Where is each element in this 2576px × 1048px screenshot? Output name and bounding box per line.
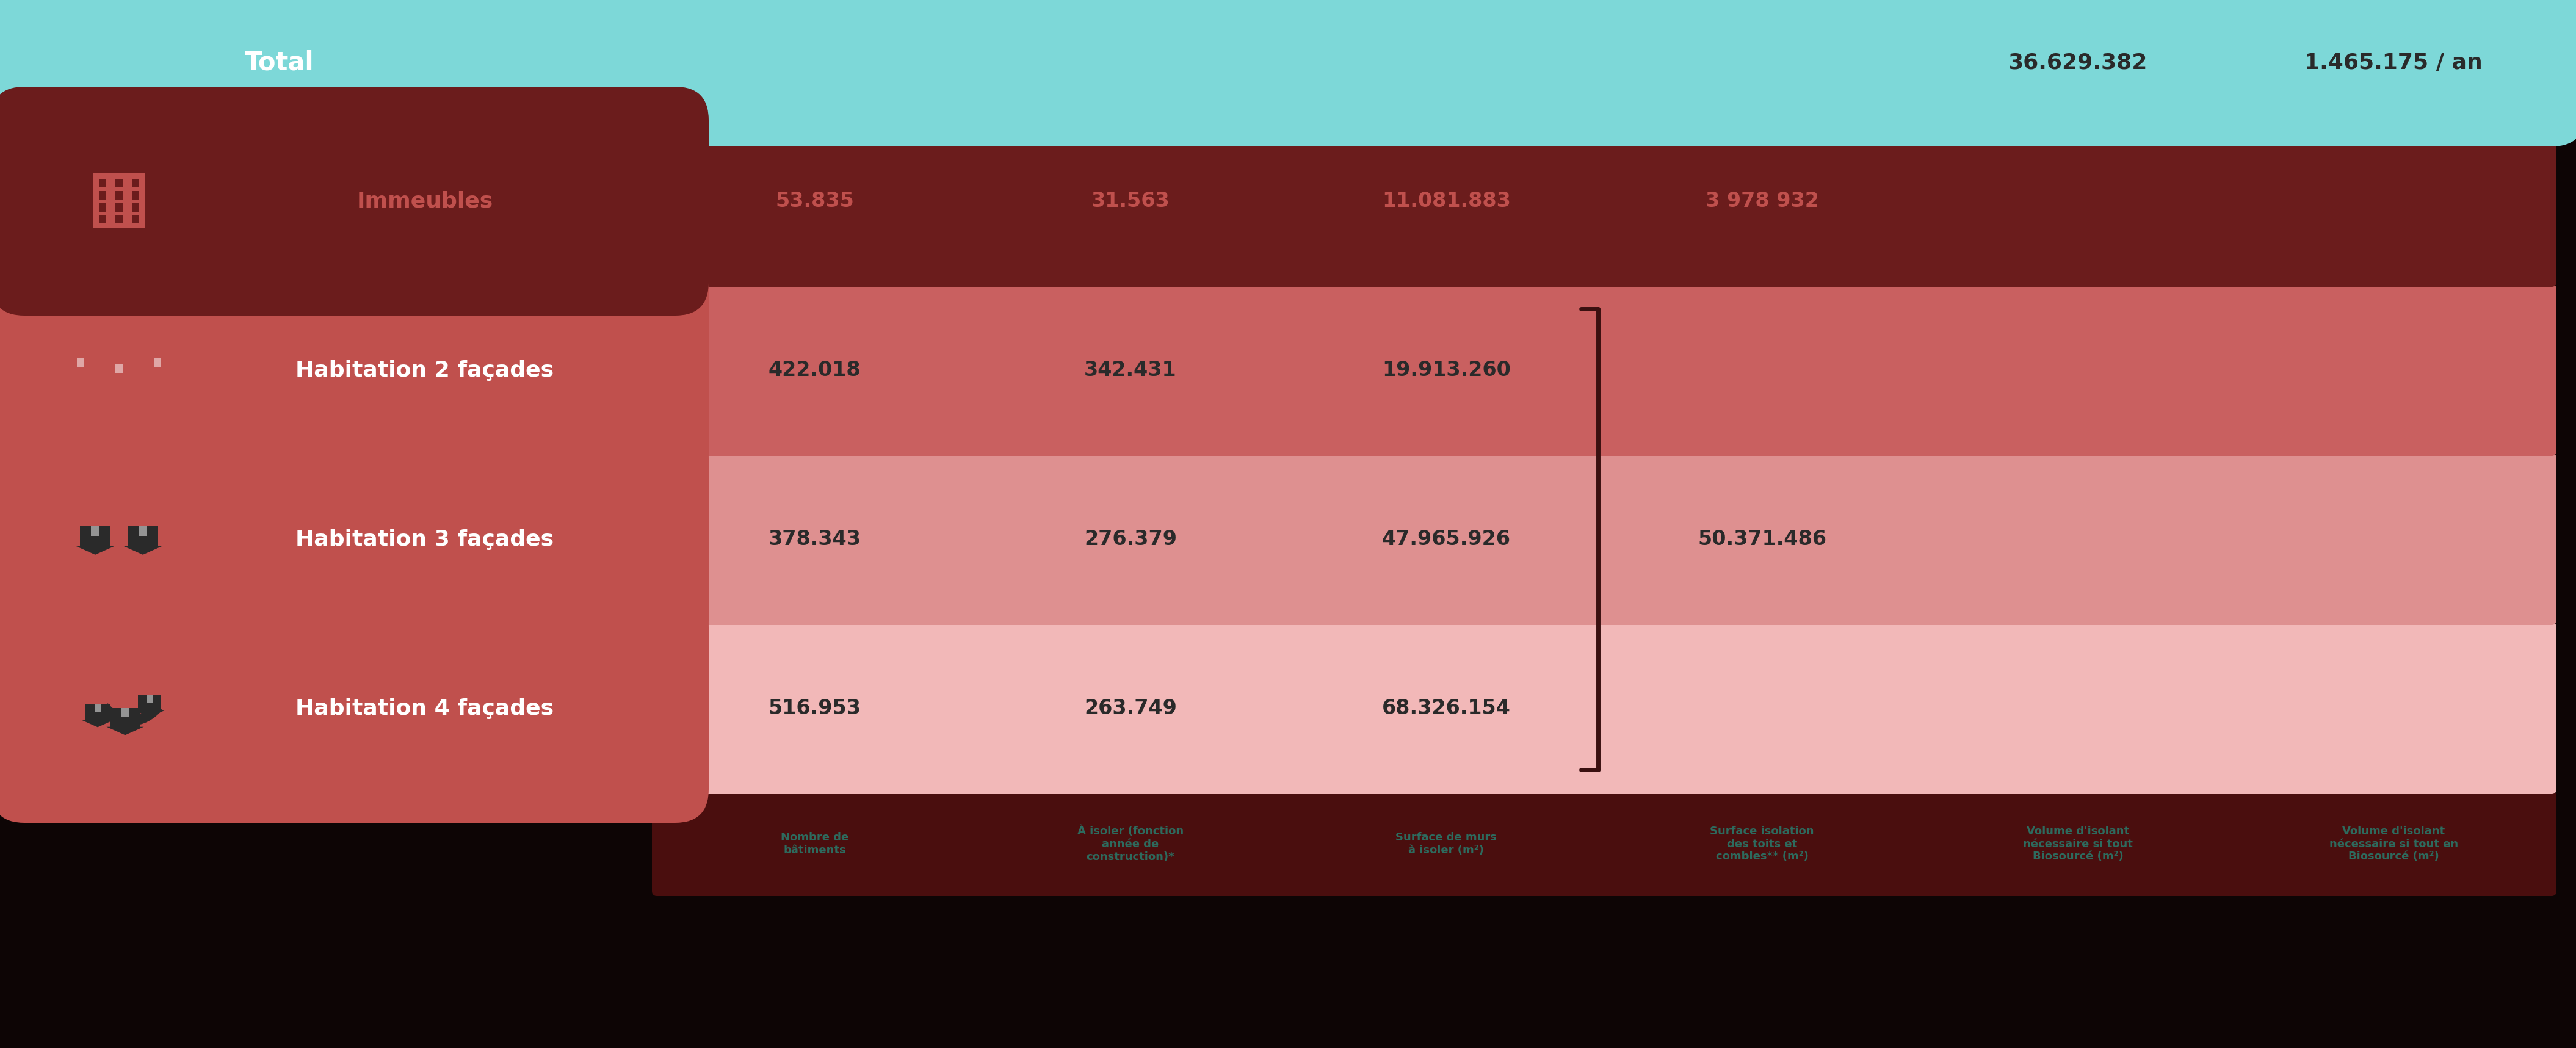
Polygon shape (134, 711, 165, 717)
FancyBboxPatch shape (0, 594, 708, 823)
Text: 68.326.154: 68.326.154 (1381, 698, 1510, 718)
Bar (95, 703, 100, 712)
Bar (137, 695, 162, 711)
Bar (111, 708, 139, 726)
Bar (144, 358, 170, 376)
Text: Volume d'isolant
nécessaire si tout en
Biosourcé (m²): Volume d'isolant nécessaire si tout en B… (2329, 826, 2458, 863)
Bar (90, 526, 100, 536)
Text: 342.431: 342.431 (1084, 361, 1177, 380)
Bar (116, 179, 124, 188)
Text: Surface de murs
à isoler (m²): Surface de murs à isoler (m²) (1396, 832, 1497, 855)
Bar (131, 216, 139, 223)
Bar (67, 358, 95, 376)
Text: 276.379: 276.379 (1084, 529, 1177, 549)
Text: Habitation 3 façades: Habitation 3 façades (296, 529, 554, 549)
Text: Immeubles: Immeubles (355, 191, 492, 212)
Bar (85, 703, 111, 720)
Polygon shape (75, 546, 116, 554)
Bar (116, 191, 124, 199)
Text: 11.081.883: 11.081.883 (1381, 191, 1510, 212)
Polygon shape (82, 720, 113, 727)
Polygon shape (124, 546, 162, 554)
Polygon shape (106, 726, 144, 735)
Bar (121, 708, 129, 717)
FancyBboxPatch shape (0, 424, 708, 654)
Text: À isoler (fonction
année de
construction)*: À isoler (fonction année de construction… (1077, 826, 1182, 863)
Bar (116, 365, 124, 373)
Bar (98, 191, 106, 199)
Text: 53.835: 53.835 (775, 191, 855, 212)
FancyBboxPatch shape (0, 0, 2576, 147)
Text: Total: Total (245, 49, 314, 75)
Bar (116, 203, 124, 212)
FancyBboxPatch shape (0, 256, 708, 484)
Text: Habitation 4 façades: Habitation 4 façades (296, 698, 554, 719)
Text: Nombre de
bâtiments: Nombre de bâtiments (781, 832, 848, 855)
Bar (93, 174, 144, 228)
FancyBboxPatch shape (644, 623, 2555, 794)
Text: 50.371.486: 50.371.486 (1698, 529, 1826, 549)
Text: 422.018: 422.018 (768, 361, 860, 380)
FancyBboxPatch shape (0, 87, 708, 315)
Text: 263.749: 263.749 (1084, 698, 1177, 718)
Bar (131, 203, 139, 212)
FancyBboxPatch shape (644, 115, 2555, 287)
Text: 47.965.926: 47.965.926 (1381, 529, 1510, 549)
Bar (139, 526, 147, 536)
Text: 516.953: 516.953 (768, 698, 860, 718)
Bar (116, 216, 124, 223)
FancyBboxPatch shape (644, 454, 2555, 625)
Bar (131, 191, 139, 199)
Polygon shape (100, 381, 137, 390)
Bar (80, 526, 111, 546)
Text: Surface isolation
des toits et
combles** (m²): Surface isolation des toits et combles**… (1710, 826, 1814, 863)
FancyBboxPatch shape (652, 791, 2555, 896)
Bar (98, 216, 106, 223)
Text: Habitation 2 façades: Habitation 2 façades (296, 359, 554, 380)
Text: 36.629.382: 36.629.382 (2009, 52, 2148, 73)
Bar (98, 179, 106, 188)
Polygon shape (139, 376, 175, 384)
Bar (131, 179, 139, 188)
Text: 3 978 932: 3 978 932 (1705, 191, 1819, 212)
Bar (147, 695, 152, 702)
Text: 378.343: 378.343 (768, 529, 860, 549)
Bar (98, 203, 106, 212)
Text: 19.913.260: 19.913.260 (1381, 361, 1510, 380)
Polygon shape (62, 376, 98, 384)
Text: Volume d'isolant
nécessaire si tout
Biosourcé (m²): Volume d'isolant nécessaire si tout Bios… (2022, 826, 2133, 863)
Bar (126, 526, 157, 546)
Text: 31.563: 31.563 (1092, 191, 1170, 212)
Bar (77, 358, 85, 367)
Text: 1.465.175 / an: 1.465.175 / an (2306, 52, 2483, 73)
Bar (155, 358, 162, 367)
FancyBboxPatch shape (644, 284, 2555, 456)
Bar (106, 365, 131, 381)
